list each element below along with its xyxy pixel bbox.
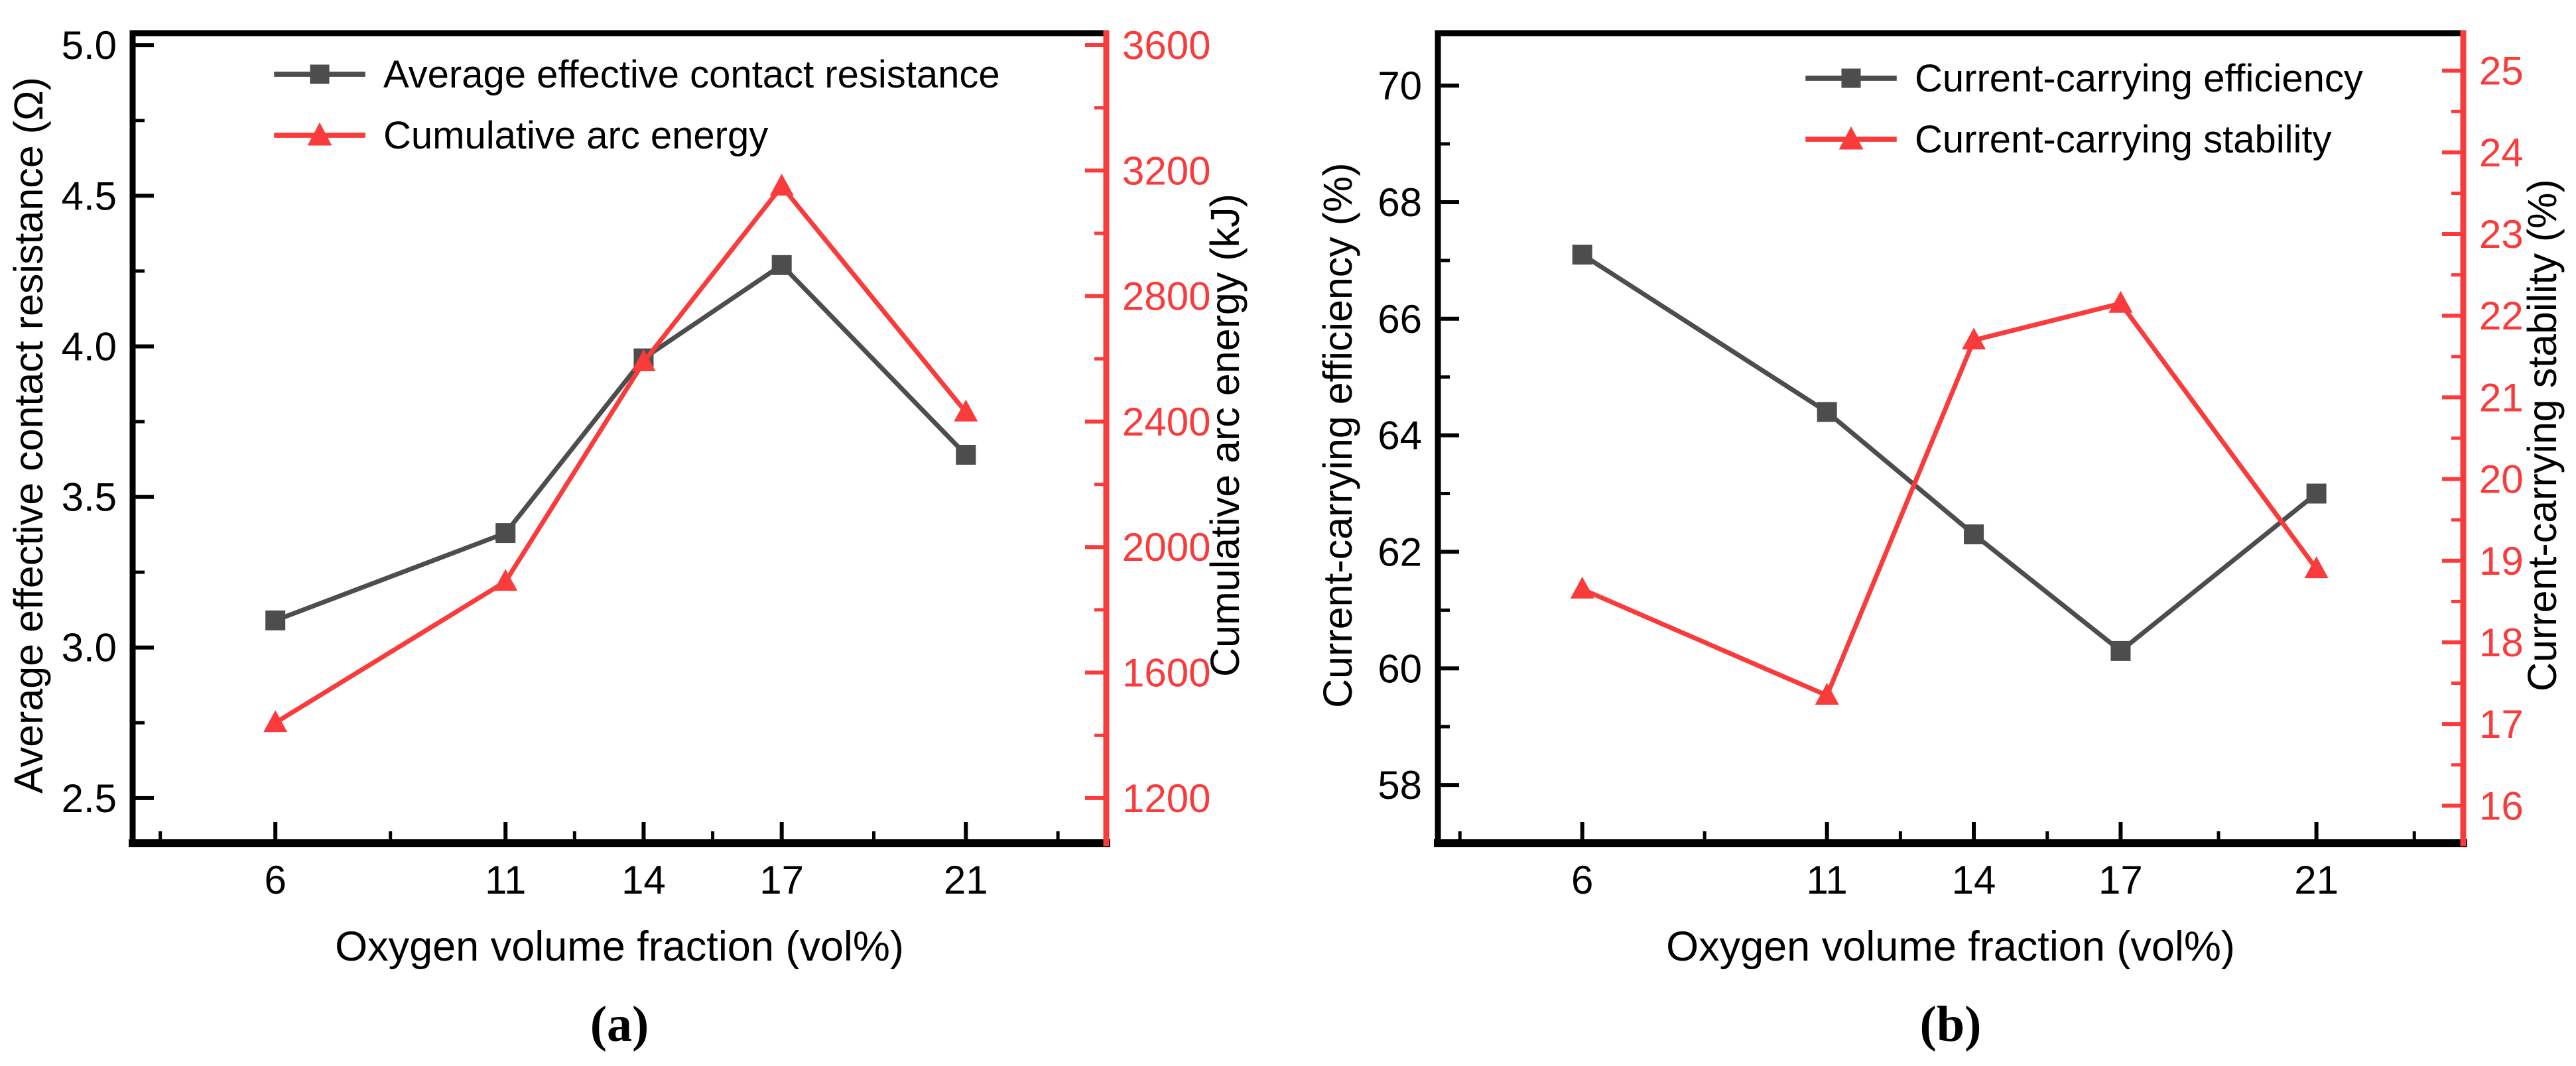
y-right-tick-label: 3600 xyxy=(1122,23,1210,68)
marker-triangle xyxy=(2304,556,2329,579)
y-left-tick-label: 68 xyxy=(1378,180,1422,225)
legend-item: Current-carrying stability xyxy=(1802,109,2363,170)
marker-triangle xyxy=(2108,290,2133,313)
marker-triangle xyxy=(631,349,656,371)
marker-triangle xyxy=(769,173,794,196)
series-1 xyxy=(263,173,978,733)
y-left-tick-label: 70 xyxy=(1378,64,1422,108)
y-left-tick-label: 2.5 xyxy=(62,776,117,821)
marker-square xyxy=(956,444,976,465)
panel-caption-b: (b) xyxy=(1919,996,1982,1052)
legend-line-triangle-icon xyxy=(1805,126,1897,150)
x-tick-label: 21 xyxy=(2294,858,2339,902)
y-axis-label-left-b: Current-carrying efficiency (%) xyxy=(1315,162,1360,709)
x-axis-label-a: Oxygen volume fraction (vol%) xyxy=(335,923,904,970)
marker-triangle xyxy=(263,710,288,733)
y-right-tick-label: 25 xyxy=(2479,49,2524,93)
y-right-tick-label: 16 xyxy=(2479,784,2524,828)
marker-square xyxy=(1817,402,1837,422)
marker-square xyxy=(2110,640,2131,661)
x-tick-label: 6 xyxy=(1571,858,1593,902)
plot-area: 6 11 14 17 21 58 60 62 64 66 68 70 16 17 18 19 20 21 22 23 2… xyxy=(1378,30,2524,902)
marker-triangle xyxy=(1815,683,1839,705)
marker-square xyxy=(495,523,516,544)
legend-item: Current-carrying efficiency xyxy=(1802,48,2363,109)
marker-triangle xyxy=(493,569,518,591)
marker-square xyxy=(1964,524,1984,545)
marker-triangle xyxy=(1962,327,1986,350)
y-axis-label-right-b: Current-carrying stability (%) xyxy=(2520,179,2565,692)
y-left-tick-label: 4.0 xyxy=(62,324,117,369)
y-right-tick-label: 2400 xyxy=(1122,400,1210,444)
y-right-tick-label: 1600 xyxy=(1122,651,1210,695)
series-line xyxy=(1581,300,2319,699)
y-left-tick-label: 66 xyxy=(1378,297,1422,341)
y-right-tick-label: 3200 xyxy=(1122,148,1210,193)
legend-line-square-icon xyxy=(1805,68,1897,88)
series-0 xyxy=(265,255,976,630)
x-tick-label: 6 xyxy=(264,858,286,902)
y-right-tick-label: 2800 xyxy=(1122,274,1210,319)
y-left-tick-label: 4.5 xyxy=(62,174,117,218)
y-left-tick-label: 3.0 xyxy=(62,626,117,670)
series-line xyxy=(274,182,968,725)
legend-label: Current-carrying efficiency xyxy=(1915,56,2363,100)
y-right-tick-label: 23 xyxy=(2479,212,2524,257)
y-right-tick-label: 17 xyxy=(2479,702,2524,746)
x-tick-label: 14 xyxy=(621,858,666,902)
x-tick-label: 11 xyxy=(1807,858,1848,902)
series-0 xyxy=(1572,245,2327,661)
y-right-tick-label: 22 xyxy=(2479,294,2524,338)
y-left-tick-label: 60 xyxy=(1378,646,1422,691)
series-1 xyxy=(1570,290,2329,705)
series-line xyxy=(274,262,968,623)
series-line xyxy=(1580,253,2318,654)
legend-a: Average effective contact resistance Cum… xyxy=(271,44,1000,166)
y-right-tick-label: 18 xyxy=(2479,621,2524,665)
y-right-tick-label: 21 xyxy=(2479,375,2524,420)
x-tick-label: 17 xyxy=(2098,858,2143,902)
panel-a: 6 11 14 17 21 2.5 3.0 3.5 4.0 4.5 5.0 1200 1600 2000 2… xyxy=(6,23,1248,1052)
legend-label: Current-carrying stability xyxy=(1915,117,2332,161)
marker-triangle xyxy=(1570,576,1594,599)
y-right-tick-label: 1200 xyxy=(1122,776,1210,821)
marker-square xyxy=(2306,483,2327,504)
y-left-tick-label: 5.0 xyxy=(62,23,117,68)
marker-square xyxy=(265,610,286,630)
marker-square xyxy=(771,255,792,275)
x-axis-label-b: Oxygen volume fraction (vol%) xyxy=(1666,923,2235,970)
chart-a-canvas: 6 11 14 17 21 2.5 3.0 3.5 4.0 4.5 5.0 1200 1600 2000 2… xyxy=(62,23,1211,902)
legend-item: Average effective contact resistance xyxy=(271,44,1000,105)
x-tick-label: 17 xyxy=(759,858,804,902)
marker-square xyxy=(1572,245,1592,265)
x-tick-label: 11 xyxy=(485,858,526,902)
y-right-tick-label: 24 xyxy=(2479,131,2524,175)
chart-b-canvas: 6 11 14 17 21 58 60 62 64 66 68 70 16 17 18 19 20 21 22 23 2… xyxy=(1378,30,2524,902)
marker-triangle xyxy=(954,399,978,422)
legend-line-square-icon xyxy=(274,64,365,84)
y-right-tick-label: 19 xyxy=(2479,539,2524,583)
y-left-tick-label: 64 xyxy=(1378,414,1422,458)
panel-caption-a: (a) xyxy=(590,996,649,1052)
legend-label: Average effective contact resistance xyxy=(383,52,1000,96)
x-tick-label: 14 xyxy=(1952,858,1996,902)
y-right-tick-label: 20 xyxy=(2479,457,2524,502)
legend-item: Cumulative arc energy xyxy=(271,105,1000,166)
y-right-tick-label: 2000 xyxy=(1122,525,1210,569)
legend-label: Cumulative arc energy xyxy=(383,113,769,157)
y-left-tick-label: 58 xyxy=(1378,763,1422,807)
plot-area: 6 11 14 17 21 2.5 3.0 3.5 4.0 4.5 5.0 1200 1600 2000 2… xyxy=(62,23,1211,902)
y-left-tick-label: 62 xyxy=(1378,530,1422,574)
x-tick-label: 21 xyxy=(944,858,988,902)
panel-b: 6 11 14 17 21 58 60 62 64 66 68 70 16 17 18 19 20 21 22 23 2… xyxy=(1288,0,2576,1066)
legend-line-triangle-icon xyxy=(274,122,365,146)
y-left-tick-label: 3.5 xyxy=(62,475,117,520)
y-axis-label-right-a: Cumulative arc energy (kJ) xyxy=(1202,194,1248,678)
legend-b: Current-carrying efficiency Current-carr… xyxy=(1802,48,2363,170)
y-axis-label-left-a: Average effective contact resistance (Ω) xyxy=(6,77,51,794)
